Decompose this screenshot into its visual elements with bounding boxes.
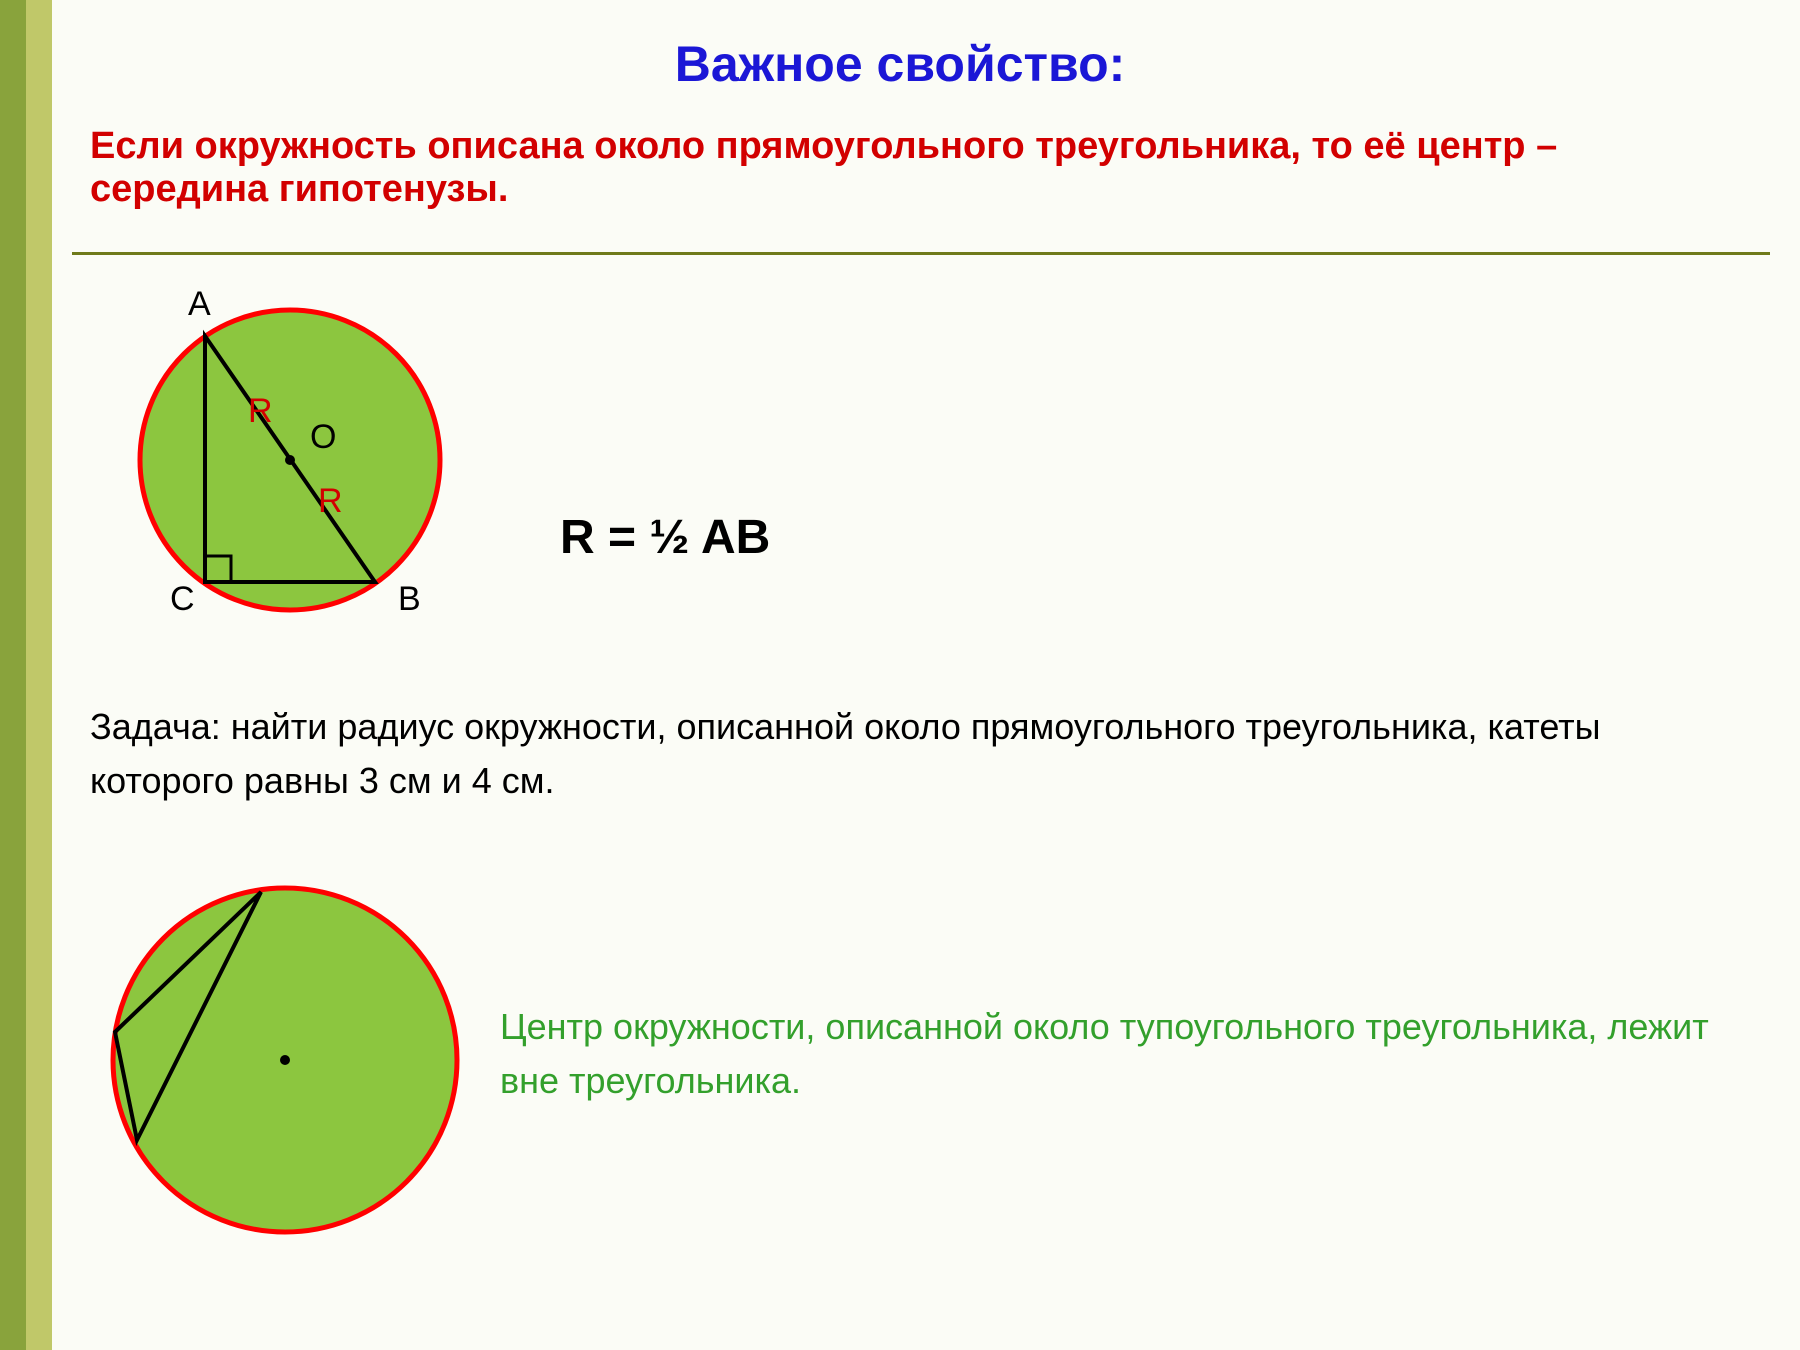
right-triangle-diagram: A B C O R R bbox=[120, 280, 480, 640]
svg-text:A: A bbox=[188, 285, 211, 323]
svg-text:O: O bbox=[310, 418, 336, 456]
divider bbox=[72, 252, 1770, 255]
stripe-b bbox=[26, 0, 52, 1350]
formula: R = ½ AB bbox=[560, 510, 770, 565]
stripe-a bbox=[0, 0, 26, 1350]
page-title: Важное свойство: bbox=[0, 35, 1800, 93]
left-stripe bbox=[0, 0, 52, 1350]
obtuse-note: Центр окружности, описанной около тупоуг… bbox=[500, 1000, 1740, 1108]
obtuse-triangle-diagram bbox=[105, 880, 465, 1240]
property-text: Если окружность описана около прямоуголь… bbox=[90, 125, 1740, 211]
svg-text:R: R bbox=[248, 392, 273, 430]
svg-text:C: C bbox=[170, 580, 195, 618]
task-text: Задача: найти радиус окружности, описанн… bbox=[90, 700, 1740, 808]
svg-text:R: R bbox=[318, 482, 343, 520]
svg-text:B: B bbox=[398, 580, 421, 618]
